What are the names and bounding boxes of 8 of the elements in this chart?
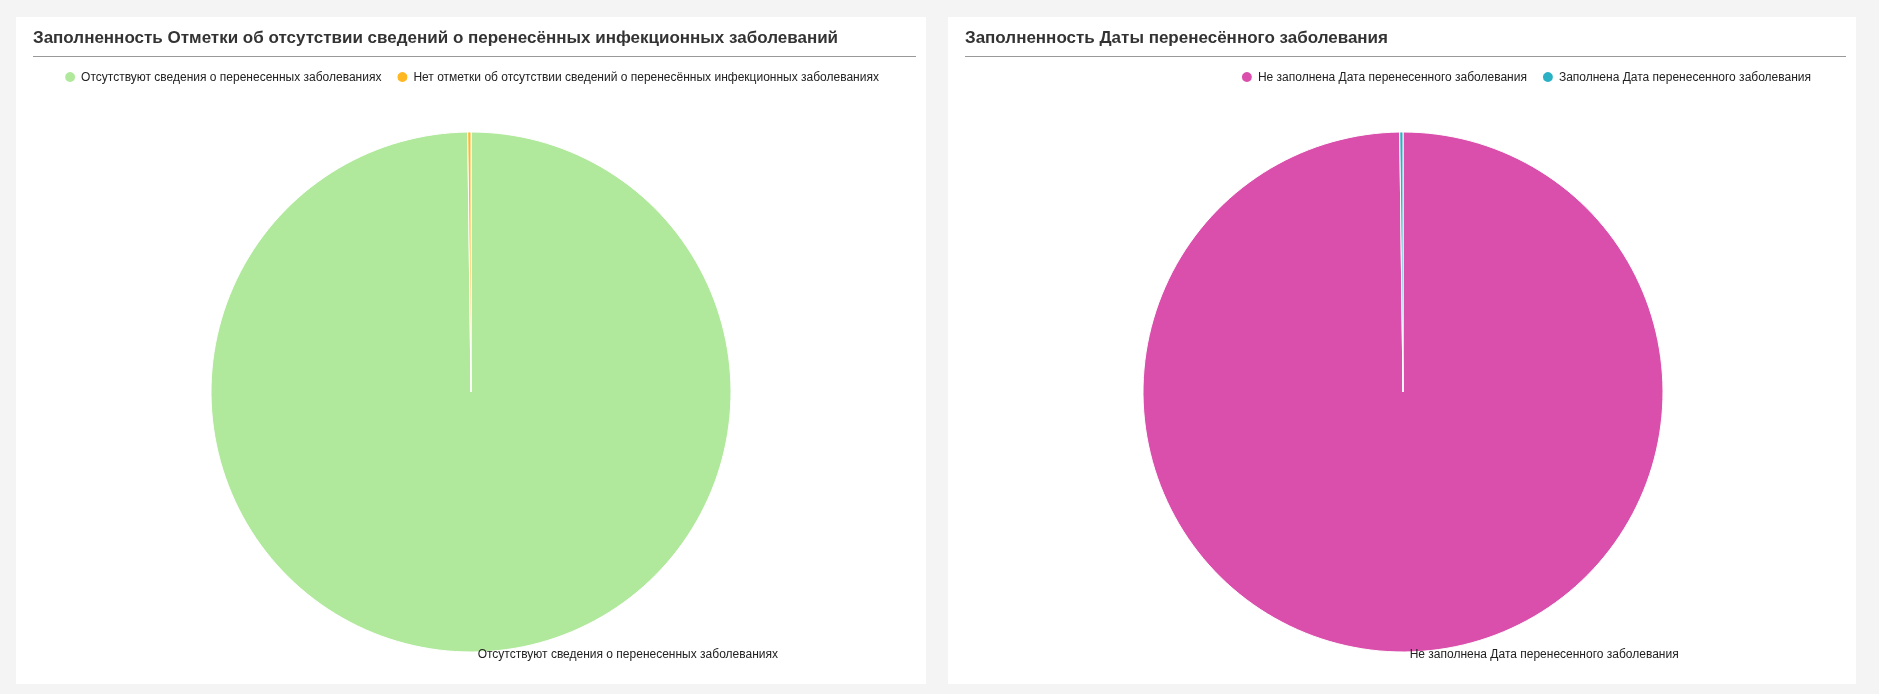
- slice-label: Отсутствуют сведения о перенесенных заболеваниях: [477, 646, 778, 661]
- legend-label: Отсутствуют сведения о перенесенных заболеваниях: [81, 70, 382, 84]
- legend-label: Заполнена Дата перенесенного заболевания: [1558, 70, 1811, 84]
- chart-title: Заполненность Отметки об отсутствии сведений о перенесённых инфекционных заболеваний: [33, 17, 916, 57]
- legend-label: Нет отметки об отсутствии сведений о перенесённых инфекционных заболеваниях: [413, 70, 879, 84]
- slice-label: Не заполнена Дата перенесенного заболевания: [1409, 646, 1679, 661]
- chart-title: Заполненность Даты перенесённого заболевания: [965, 17, 1846, 57]
- legend-label: Не заполнена Дата перенесенного заболевания: [1257, 70, 1527, 84]
